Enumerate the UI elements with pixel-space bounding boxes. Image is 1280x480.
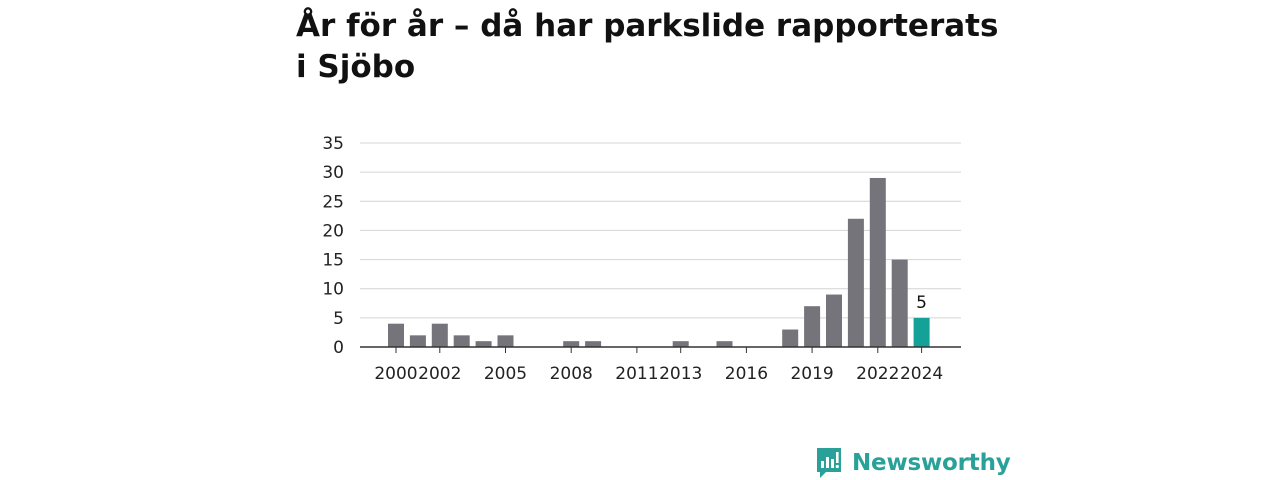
x-tick-label: 2019	[790, 364, 833, 384]
x-tick-label: 2000	[374, 364, 417, 384]
y-tick-label: 35	[322, 134, 344, 154]
data-label: 5	[916, 293, 927, 313]
y-tick-label: 25	[322, 192, 344, 212]
chart-title: År för år – då har parkslide rapporterat…	[296, 8, 999, 85]
bar	[585, 341, 602, 347]
brand-name: Newsworthy	[852, 450, 1011, 476]
bar	[497, 335, 514, 347]
y-tick-label: 20	[322, 221, 344, 241]
bar	[672, 341, 689, 347]
bar	[869, 177, 886, 347]
y-tick-label: 5	[333, 309, 344, 329]
bar	[826, 294, 842, 347]
x-tick-label: 2013	[659, 364, 702, 384]
y-tick-label: 0	[333, 338, 344, 358]
y-tick-label: 30	[322, 163, 344, 183]
x-tick-label: 2022	[856, 364, 899, 384]
bar	[804, 306, 821, 347]
x-tick-label: 2024	[900, 364, 943, 384]
bar	[475, 341, 492, 347]
bar	[431, 323, 448, 347]
x-tick-label: 2016	[725, 364, 768, 384]
x-tick-label: 2011	[615, 364, 658, 384]
bar	[453, 335, 470, 347]
bar	[563, 341, 580, 347]
y-tick-label: 10	[322, 280, 344, 300]
bar	[782, 329, 799, 347]
bar	[891, 259, 908, 347]
bar	[716, 341, 733, 347]
bar-highlight	[913, 317, 930, 347]
x-tick-label: 2005	[484, 364, 527, 384]
newsworthy-logo-icon	[817, 448, 841, 478]
bar	[409, 335, 426, 347]
newsworthy-brand: Newsworthy	[815, 446, 1011, 480]
y-tick-label: 15	[322, 251, 344, 271]
x-tick-label: 2008	[550, 364, 593, 384]
x-tick-label: 2002	[418, 364, 461, 384]
bar	[388, 323, 404, 347]
bar	[847, 218, 864, 347]
